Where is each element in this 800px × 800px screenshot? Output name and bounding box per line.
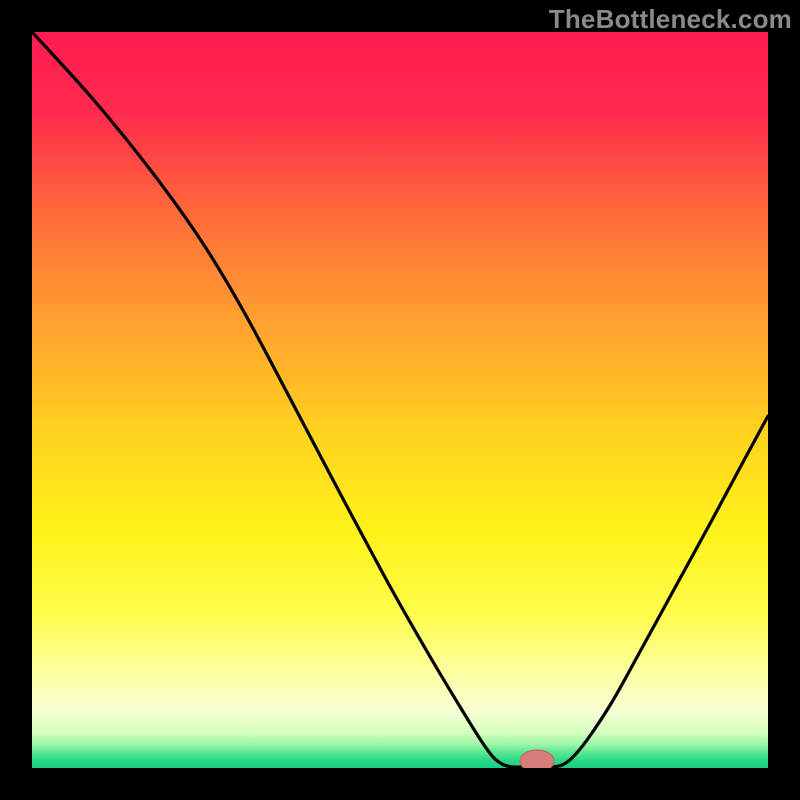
watermark-text: TheBottleneck.com — [549, 4, 792, 35]
plot-area — [32, 32, 768, 768]
gradient-background — [32, 32, 768, 768]
optimal-point-marker — [520, 750, 554, 768]
chart-frame: TheBottleneck.com — [0, 0, 800, 800]
bottleneck-curve-chart — [32, 32, 768, 768]
